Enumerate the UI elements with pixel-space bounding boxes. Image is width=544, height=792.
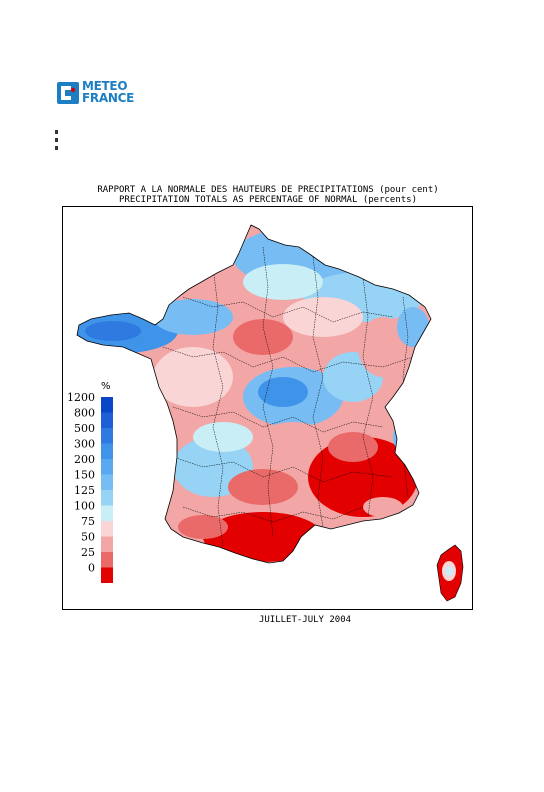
- legend-swatch: [101, 428, 113, 444]
- legend-label: 300: [74, 438, 95, 451]
- logo-mark: [57, 82, 79, 104]
- legend-swatch: [101, 521, 113, 537]
- legend-swatch: [101, 412, 113, 428]
- legend-label: 200: [74, 453, 95, 466]
- margin-marks: [55, 130, 60, 154]
- legend-swatch: [101, 567, 113, 583]
- mainland-field: [77, 225, 431, 563]
- legend-swatch: [101, 552, 113, 568]
- chart-title-en: PRECIPITATION TOTALS AS PERCENTAGE OF NO…: [118, 195, 417, 205]
- legend-swatch: [101, 474, 113, 490]
- logo-text: METEO FRANCE: [82, 80, 134, 104]
- legend-label: 25: [81, 546, 95, 559]
- chart-title-fr: RAPPORT A LA NORMALE DES HAUTEURS DE PRE…: [97, 185, 439, 195]
- legend-label: 100: [74, 500, 95, 513]
- legend-label: 0: [88, 562, 95, 575]
- meteo-france-logo: METEO FRANCE: [57, 80, 141, 108]
- legend-swatch: [101, 505, 113, 521]
- legend-swatch: [101, 490, 113, 506]
- logo-line1: METEO: [82, 79, 128, 93]
- legend-swatch: [101, 536, 113, 552]
- legend-swatch: [101, 443, 113, 459]
- period-label: JUILLET-JULY 2004: [258, 615, 352, 625]
- map-frame: % 1200 800 500 300 200 150 125 100 75 50 25 0: [62, 206, 473, 610]
- legend-label: 150: [74, 469, 95, 482]
- legend-label: 500: [74, 422, 95, 435]
- precipitation-map: % 1200 800 500 300 200 150 125 100 75 50 25 0: [67, 224, 464, 602]
- corsica: [436, 544, 464, 602]
- legend-swatch: [101, 459, 113, 475]
- legend-label: 50: [81, 531, 95, 544]
- france-outline: [76, 224, 432, 564]
- legend-swatch: [101, 397, 113, 413]
- legend-label: 800: [74, 407, 95, 420]
- legend-label: 75: [81, 515, 95, 528]
- legend: % 1200 800 500 300 200 150 125 100 75 50 25 0: [67, 381, 113, 583]
- legend-label: 1200: [67, 391, 95, 404]
- legend-unit: %: [101, 381, 111, 392]
- legend-label: 125: [74, 484, 95, 497]
- logo-line2: FRANCE: [82, 91, 134, 105]
